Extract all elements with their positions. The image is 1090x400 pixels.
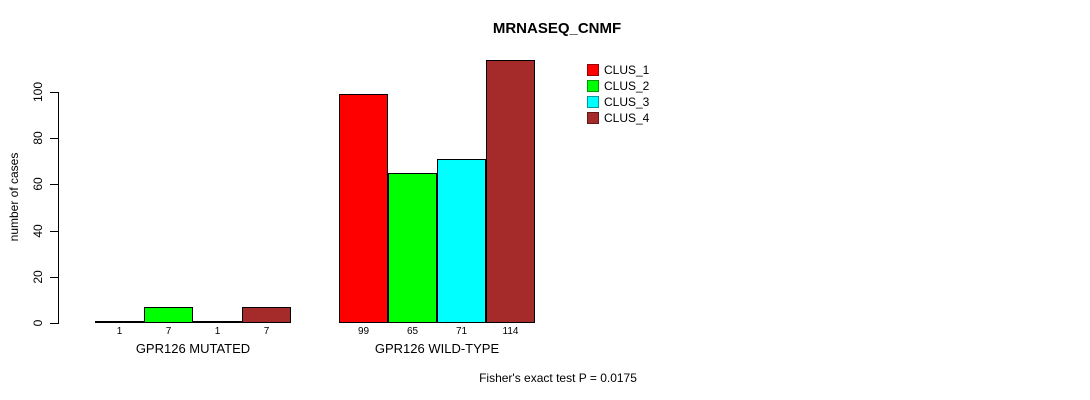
bar-value-label: 99 [357, 326, 370, 337]
y-tick-label: 20 [31, 270, 45, 284]
y-axis-line [58, 92, 59, 324]
legend: CLUS_1 CLUS_2 CLUS_3 CLUS_4 [587, 62, 649, 126]
legend-item-clus_1: CLUS_1 [587, 62, 649, 78]
y-tick-label: 0 [31, 319, 45, 327]
legend-swatch-icon [587, 64, 599, 76]
legend-label: CLUS_2 [604, 79, 650, 93]
legend-swatch-icon [587, 112, 599, 124]
bar-value-label: 7 [165, 326, 172, 337]
group-label-wildtype: GPR126 WILD-TYPE [374, 341, 500, 356]
bar-clus_2-mutated [144, 306, 193, 323]
y-tick [50, 138, 58, 140]
y-axis-title: number of cases [7, 152, 21, 242]
bar-clus_3-mutated [193, 320, 242, 323]
legend-swatch-icon [587, 80, 599, 92]
y-tick-label: 80 [31, 131, 45, 145]
bar-value-label: 7 [263, 326, 270, 337]
y-tick [50, 323, 58, 324]
bar-value-label: 65 [406, 326, 419, 337]
legend-label: CLUS_1 [604, 63, 650, 77]
y-tick [50, 230, 58, 232]
bar-value-label: 1 [214, 326, 221, 337]
y-tick-label: 40 [31, 223, 45, 238]
legend-item-clus_3: CLUS_3 [587, 94, 649, 110]
y-tick-label: 100 [31, 81, 45, 103]
bar-value-label: 114 [502, 326, 519, 337]
bar-clus_2-wildtype [388, 172, 437, 323]
y-tick [50, 276, 58, 278]
legend-label: CLUS_4 [604, 111, 650, 125]
legend-item-clus_4: CLUS_4 [587, 110, 649, 126]
legend-item-clus_2: CLUS_2 [587, 78, 649, 94]
y-tick [50, 184, 58, 186]
bar-clus_4-wildtype [486, 59, 535, 323]
bar-clus_3-wildtype [437, 158, 486, 323]
bar-clus_1-wildtype [339, 94, 388, 323]
legend-label: CLUS_3 [604, 95, 650, 109]
fisher-test-annotation: Fisher's exact test P = 0.0175 [479, 371, 637, 385]
bar-value-label: 71 [455, 326, 468, 337]
chart-title: MRNASEQ_CNMF [492, 20, 622, 37]
bar-clus_4-mutated [242, 306, 291, 323]
group-label-mutated: GPR126 MUTATED [135, 341, 251, 356]
y-tick-label: 60 [31, 177, 45, 192]
y-tick [50, 92, 58, 93]
legend-swatch-icon [587, 96, 599, 108]
bar-clus_1-mutated [95, 320, 144, 323]
bar-value-label: 1 [116, 326, 123, 337]
